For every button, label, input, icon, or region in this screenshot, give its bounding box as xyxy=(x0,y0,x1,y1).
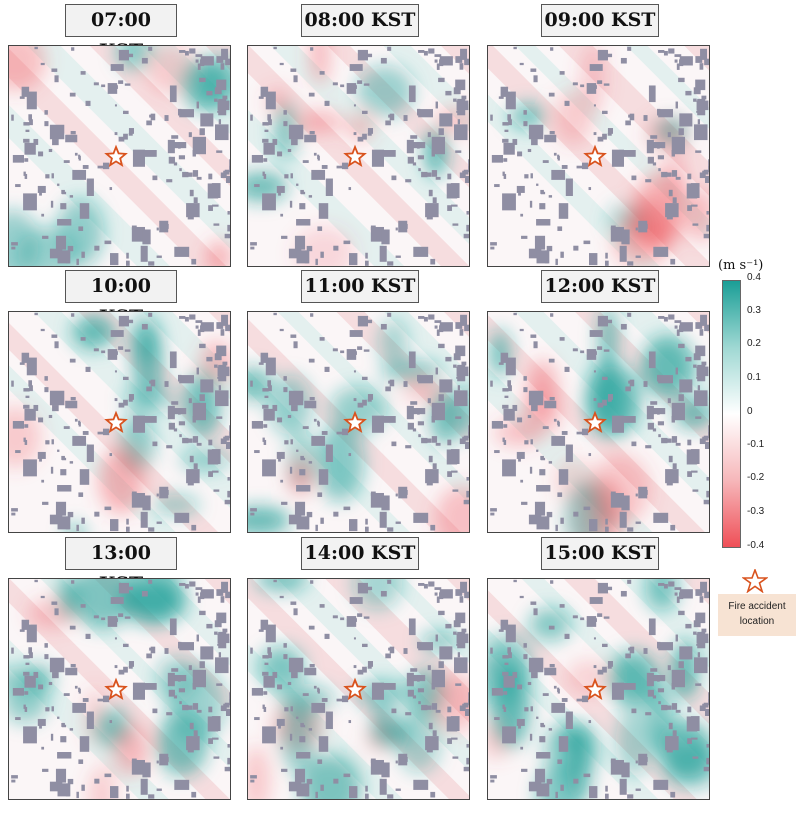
fire-location-star-icon xyxy=(343,410,367,434)
panel-title: 13:00 KST xyxy=(65,537,177,595)
map-panel: 11:00 KST xyxy=(247,270,474,533)
colorbar-tick: -0.1 xyxy=(747,439,765,450)
map-canvas xyxy=(248,46,469,266)
colorbar-gradient xyxy=(722,280,741,548)
fire-location-legend: Fire accident location xyxy=(718,594,796,636)
fire-location-star-icon xyxy=(583,410,607,434)
panel-title: 11:00 KST xyxy=(301,270,419,303)
panel-title: 08:00 KST xyxy=(301,4,419,37)
buildings xyxy=(11,312,230,532)
map-canvas xyxy=(488,579,709,799)
fire-location-star-icon xyxy=(104,144,128,168)
fire-location-star-icon xyxy=(583,144,607,168)
map-canvas xyxy=(9,46,230,266)
wind-difference-map xyxy=(487,311,710,533)
buildings xyxy=(490,579,709,799)
buildings xyxy=(250,579,469,799)
colorbar-tick: 0.4 xyxy=(747,272,761,283)
legend-label-line2: location xyxy=(739,616,775,627)
panel-title: 15:00 KST xyxy=(541,537,659,570)
map-canvas xyxy=(488,312,709,532)
buildings xyxy=(11,46,230,266)
fire-location-star-icon xyxy=(343,677,367,701)
map-canvas xyxy=(248,579,469,799)
wind-difference-map xyxy=(8,578,231,800)
panel-title: 10:00 KST xyxy=(65,270,177,328)
map-panel: 13:00 KST xyxy=(8,537,235,800)
legend-label-line1: Fire accident xyxy=(728,601,786,612)
map-canvas xyxy=(488,46,709,266)
map-canvas xyxy=(9,312,230,532)
wind-difference-map xyxy=(8,45,231,267)
colorbar-tick: -0.4 xyxy=(747,540,765,551)
map-canvas xyxy=(248,312,469,532)
wind-difference-map xyxy=(487,578,710,800)
buildings xyxy=(11,579,230,799)
buildings xyxy=(250,46,469,266)
buildings xyxy=(490,312,709,532)
colorbar: (m s⁻¹) 0.4 0.3 0.2 0.1 0 -0.1 -0.2 -0.3… xyxy=(716,258,800,558)
fire-location-star-icon xyxy=(104,410,128,434)
fire-location-star-icon xyxy=(343,144,367,168)
fire-location-star-icon xyxy=(742,569,768,593)
colorbar-units: (m s⁻¹) xyxy=(718,258,764,273)
fire-location-star-icon xyxy=(583,677,607,701)
wind-difference-map xyxy=(487,45,710,267)
wind-difference-map xyxy=(247,578,470,800)
map-canvas xyxy=(9,579,230,799)
panel-title: 12:00 KST xyxy=(541,270,659,303)
colorbar-tick: -0.3 xyxy=(747,506,765,517)
colorbar-tick: -0.2 xyxy=(747,472,765,483)
map-panel: 09:00 KST xyxy=(487,4,714,267)
map-panel: 10:00 KST xyxy=(8,270,235,533)
wind-difference-map xyxy=(8,311,231,533)
colorbar-tick: 0.2 xyxy=(747,338,761,349)
colorbar-tick: 0.3 xyxy=(747,305,761,316)
map-panel: 14:00 KST xyxy=(247,537,474,800)
map-panel: 07:00 KST xyxy=(8,4,235,267)
buildings xyxy=(250,312,469,532)
map-panel: 08:00 KST xyxy=(247,4,474,267)
wind-difference-map xyxy=(247,311,470,533)
panel-title: 07:00 KST xyxy=(65,4,177,62)
panel-title: 14:00 KST xyxy=(301,537,419,570)
map-panel: 15:00 KST xyxy=(487,537,714,800)
fire-location-star-icon xyxy=(104,677,128,701)
map-panel: 12:00 KST xyxy=(487,270,714,533)
colorbar-tick: 0 xyxy=(747,406,753,417)
wind-difference-map xyxy=(247,45,470,267)
panel-title: 09:00 KST xyxy=(541,4,659,37)
buildings xyxy=(490,46,709,266)
colorbar-tick: 0.1 xyxy=(747,372,761,383)
